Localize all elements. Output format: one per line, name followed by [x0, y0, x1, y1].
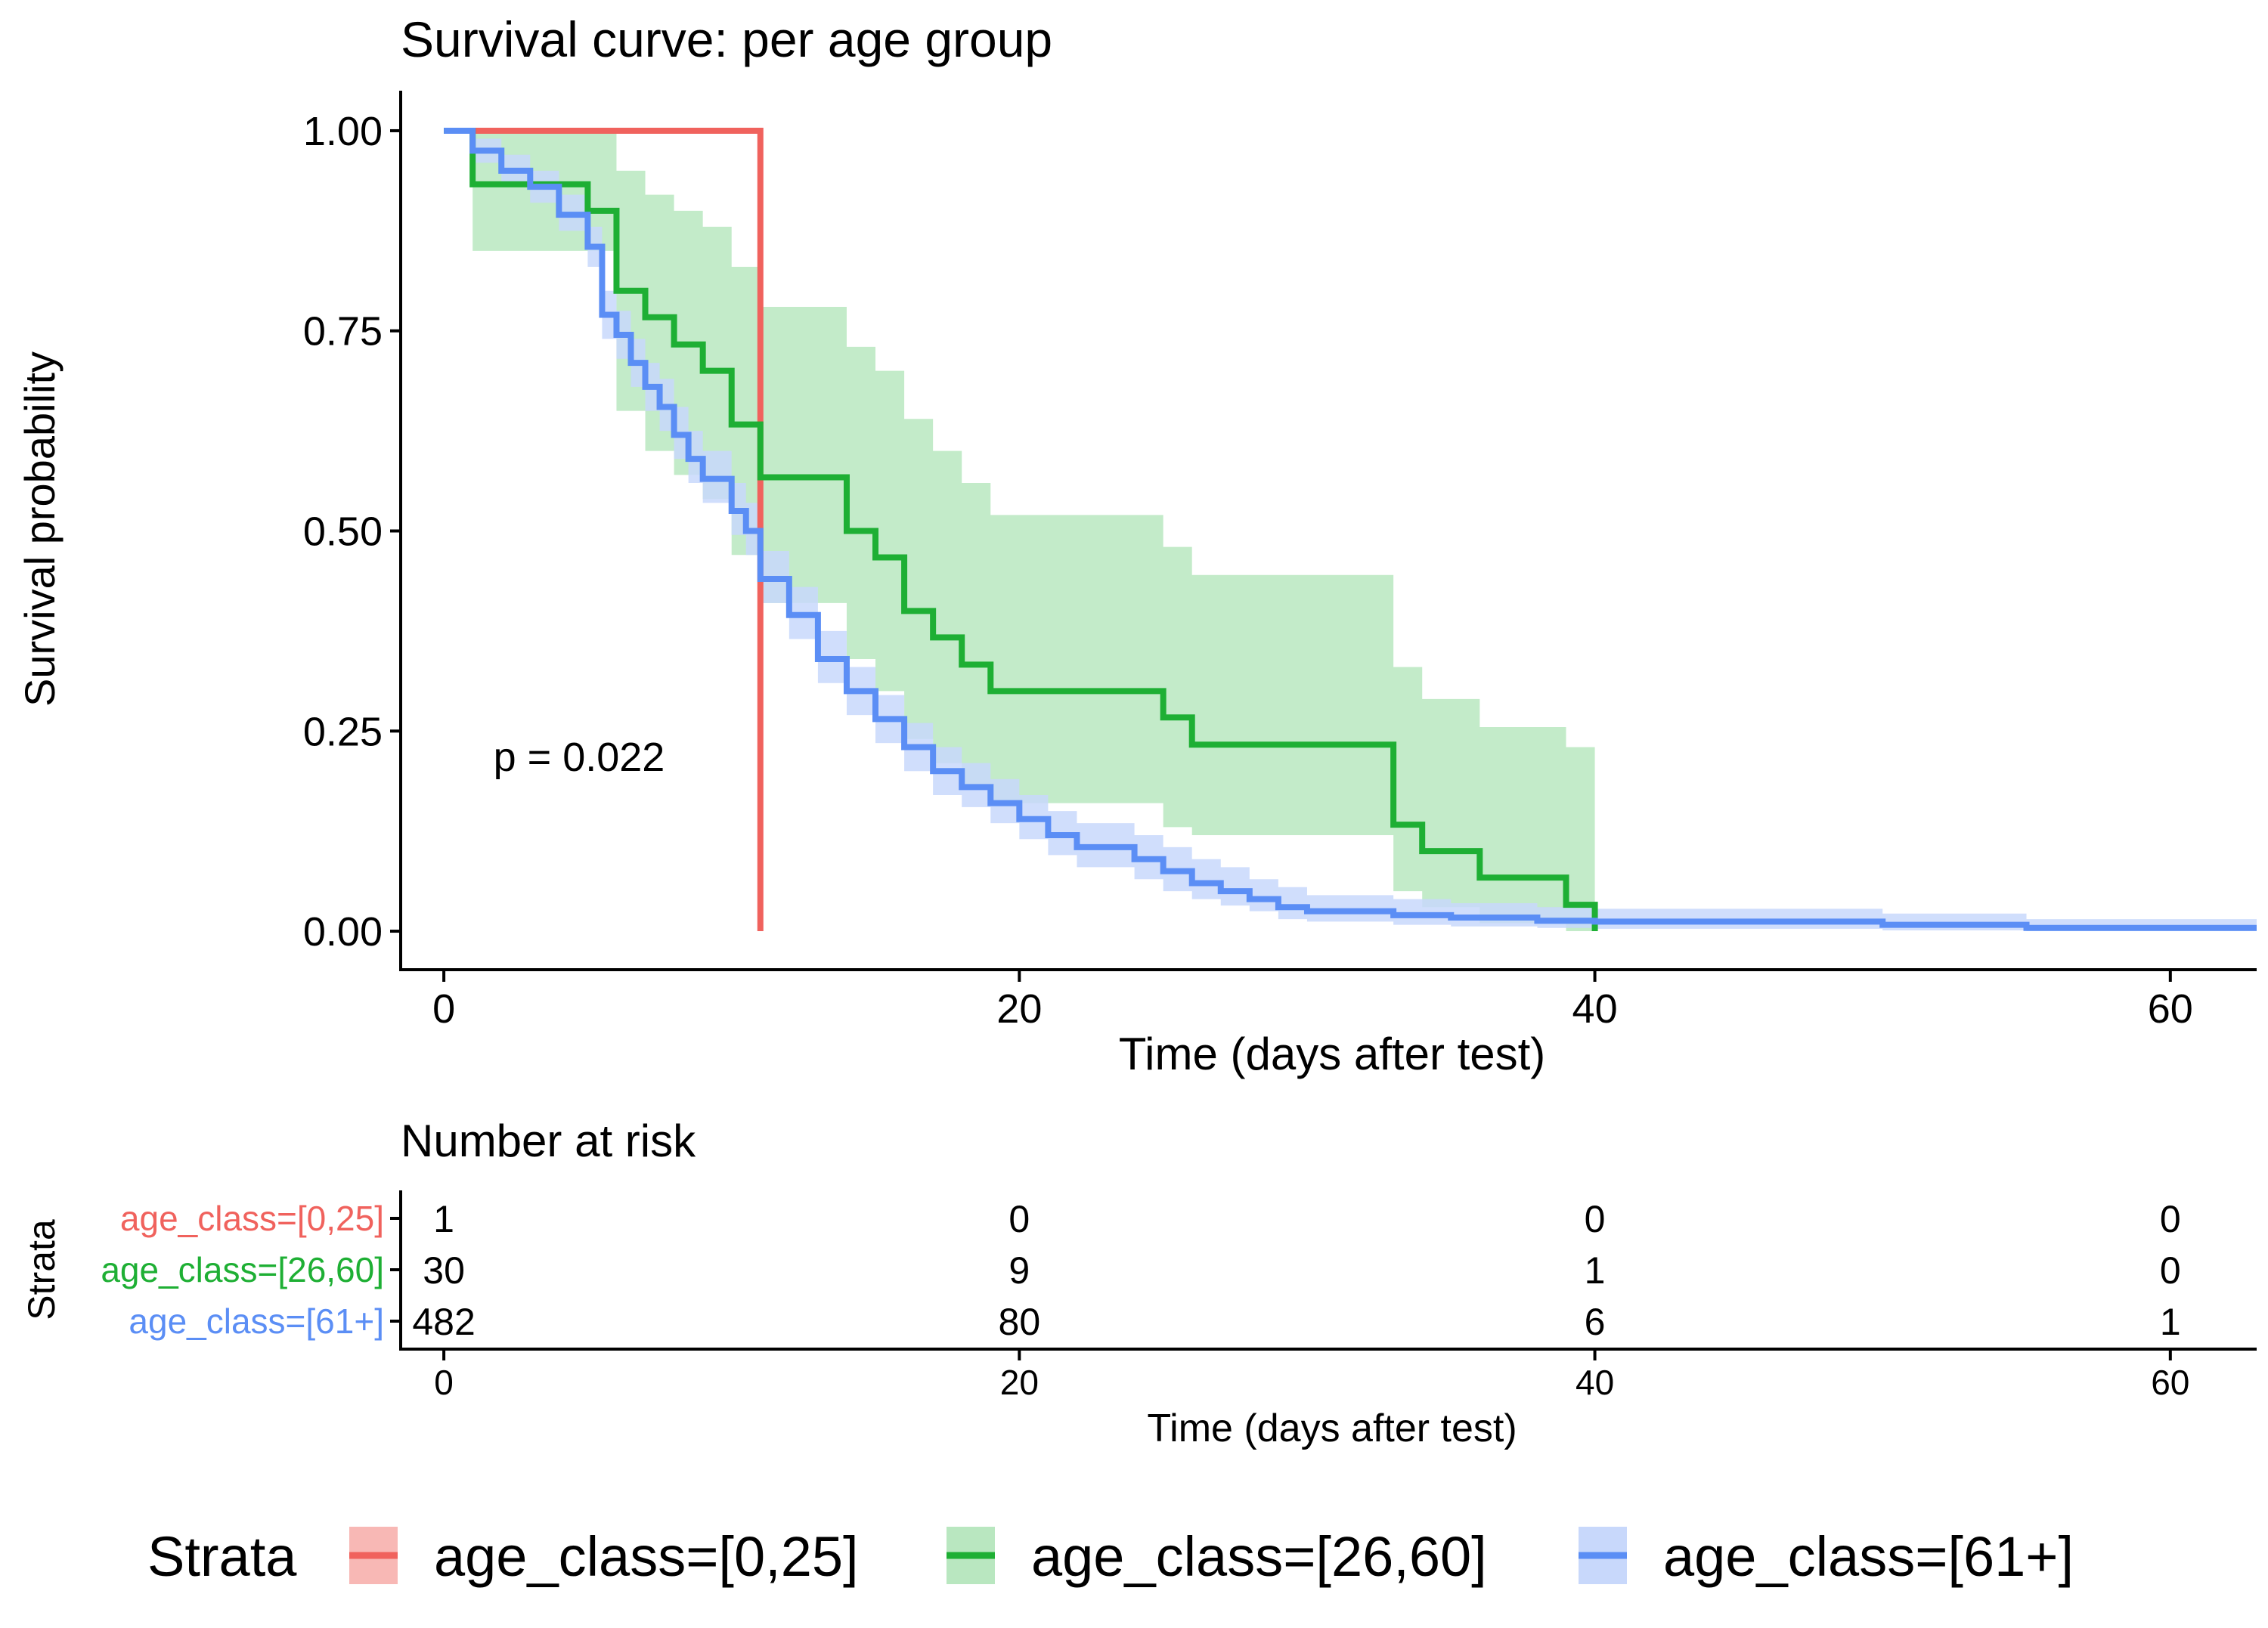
legend-title: Strata — [147, 1525, 297, 1588]
risk-row-label: age_class=[26,60] — [101, 1250, 384, 1289]
risk-count: 1 — [1585, 1249, 1606, 1292]
y-tick-label: 1.00 — [303, 109, 383, 154]
risk-table-rows: age_class=[0,25] 1 0 0 0 age_class=[26,60] 30 9… — [101, 1198, 2180, 1343]
y-tick-label: 0.75 — [303, 309, 383, 354]
x-tick-label: 20 — [996, 986, 1042, 1032]
y-tick-label: 0.50 — [303, 509, 383, 555]
confidence-band-2 — [444, 130, 1595, 932]
main-chart-title: Survival curve: per age group — [401, 11, 1052, 67]
legend-item-label: age_class=[61+] — [1663, 1525, 2074, 1588]
risk-count: 80 — [999, 1301, 1041, 1343]
y-tick-label: 0.00 — [303, 909, 383, 955]
x-tick-label: 40 — [1572, 986, 1618, 1032]
legend-items: age_class=[0,25] age_class=[26,60] age_cla… — [349, 1525, 2074, 1588]
confidence-band-3 — [444, 130, 2257, 932]
x-tick-label: 60 — [2148, 986, 2193, 1032]
risk-count: 0 — [2160, 1249, 2181, 1292]
survival-lines — [444, 127, 2257, 932]
risk-count: 1 — [2160, 1301, 2181, 1343]
risk-row-label: age_class=[61+] — [129, 1301, 384, 1341]
risk-x-tick-label: 60 — [2151, 1363, 2189, 1402]
risk-x-tick-label: 40 — [1576, 1363, 1614, 1402]
risk-table-y-axis-label: Strata — [20, 1219, 63, 1320]
risk-x-tick-label: 0 — [434, 1363, 454, 1402]
main-x-axis-label: Time (days after test) — [1119, 1029, 1546, 1079]
risk-count: 9 — [1009, 1249, 1030, 1292]
risk-count: 482 — [412, 1301, 475, 1343]
y-tick-label: 0.25 — [303, 709, 383, 754]
risk-table-x-ticks: 0 20 40 60 — [434, 1351, 2189, 1402]
legend-item-label: age_class=[26,60] — [1031, 1525, 1487, 1588]
risk-table-x-axis-label: Time (days after test) — [1147, 1407, 1517, 1450]
survival-line-3 — [444, 127, 2257, 931]
risk-count: 6 — [1585, 1301, 1606, 1343]
risk-table-title: Number at risk — [401, 1116, 696, 1166]
confidence-bands — [444, 130, 2257, 932]
main-y-axis-label: Survival probability — [16, 351, 64, 707]
main-y-ticks: 0.00 0.25 0.50 0.75 1.00 — [303, 109, 401, 955]
survival-line-2 — [444, 127, 1598, 932]
risk-count: 0 — [2160, 1198, 2181, 1240]
legend: Strata age_class=[0,25] age_class=[26,60]… — [147, 1525, 2074, 1588]
p-value-annotation: p = 0.022 — [494, 735, 665, 780]
main-x-ticks: 0 20 40 60 — [432, 971, 2193, 1032]
risk-count: 1 — [433, 1198, 454, 1240]
risk-x-tick-label: 20 — [1000, 1363, 1039, 1402]
risk-row-label: age_class=[0,25] — [120, 1199, 384, 1238]
x-tick-label: 0 — [432, 986, 455, 1032]
risk-count: 30 — [423, 1249, 465, 1292]
risk-count: 0 — [1009, 1198, 1030, 1240]
risk-count: 0 — [1585, 1198, 1606, 1240]
survival-line-1 — [444, 127, 764, 932]
legend-item-label: age_class=[0,25] — [434, 1525, 859, 1588]
